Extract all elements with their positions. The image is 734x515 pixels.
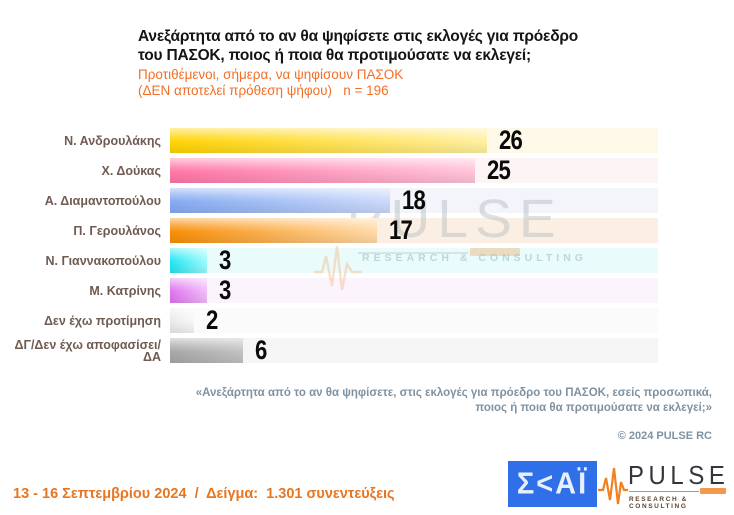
chart-subtitle: Προτιθέμενοι, σήμερα, να ψηφίσουν ΠΑΣΟΚ …	[138, 67, 403, 99]
bar-track: 26	[170, 125, 658, 155]
bar-track: 3	[170, 245, 658, 275]
chart-subtitle-line2: (ΔΕΝ αποτελεί πρόθεση ψήφου) n = 196	[138, 83, 389, 98]
pulse-logo: PULSE RESEARCH & CONSULTING	[598, 458, 732, 514]
bar-track: 17	[170, 215, 658, 245]
bar-track: 6	[170, 335, 658, 365]
bar	[170, 128, 487, 153]
bar-row: Μ. Κατρίνης 3	[0, 275, 670, 305]
category-label: Ν. Γιαννακοπούλου	[45, 253, 161, 268]
bar-row: Ν. Γιαννακοπούλου 3	[0, 245, 670, 275]
bar-row: Ν. Ανδρουλάκης 26	[0, 125, 670, 155]
chart-title: Ανεξάρτητα από το αν θα ψηφίσετε στις εκ…	[138, 27, 578, 65]
bar-track: 3	[170, 275, 658, 305]
pulse-logo-accent	[700, 488, 726, 494]
skai-logo-text: Σ<ΑΪ	[516, 466, 589, 501]
bar-row: Α. Διαμαντοπούλου 18	[0, 185, 670, 215]
category-label: Δεν έχω προτίμηση	[43, 313, 161, 328]
bar	[170, 338, 243, 363]
bar	[170, 278, 207, 303]
category-label: Ν. Ανδρουλάκης	[64, 133, 161, 148]
value-label: 26	[499, 125, 523, 155]
value-label: 25	[487, 155, 511, 185]
pulse-logo-line	[629, 491, 699, 492]
bar-row: Χ. Δούκας 25	[0, 155, 670, 185]
copyright-note: © 2024 PULSE RC	[617, 430, 712, 442]
bar	[170, 248, 207, 273]
pulse-logo-text: PULSE	[628, 460, 730, 490]
value-label: 2	[206, 305, 218, 335]
bar	[170, 308, 194, 333]
category-label: ΔΓ/Δεν έχω αποφασίσει/ΔΑ	[14, 337, 161, 364]
category-label: Μ. Κατρίνης	[89, 283, 161, 298]
bar	[170, 158, 475, 183]
bar-track: 18	[170, 185, 658, 215]
survey-info: 13 - 16 Σεπτεμβρίου 2024 / Δείγμα: 1.301…	[13, 486, 395, 502]
category-label: Π. Γερουλάνος	[73, 223, 161, 238]
bar-rows: Ν. Ανδρουλάκης 26 Χ. Δούκας 25 Α. Διαμαντοπο…	[0, 125, 670, 368]
value-label: 3	[219, 245, 231, 275]
skai-logo: Σ<ΑΪ	[508, 461, 597, 507]
bar-track: 25	[170, 155, 658, 185]
pulse-wave-icon	[598, 467, 628, 505]
category-label: Χ. Δούκας	[101, 163, 161, 178]
question-quote-line2: ποιος ή ποια θα προτιμούσατε να εκλεγεί;…	[475, 402, 712, 414]
bar-track: 2	[170, 305, 658, 335]
value-label: 18	[402, 185, 426, 215]
chart-title-line1: Ανεξάρτητα από το αν θα ψηφίσετε στις εκ…	[138, 28, 579, 45]
chart-subtitle-line1: Προτιθέμενοι, σήμερα, να ψηφίσουν ΠΑΣΟΚ	[138, 67, 404, 82]
bar	[170, 188, 390, 213]
bar	[170, 218, 377, 243]
value-label: 6	[255, 335, 267, 365]
bar-row: ΔΓ/Δεν έχω αποφασίσει/ΔΑ 6	[0, 335, 670, 365]
value-label: 17	[389, 215, 413, 245]
question-quote: «Ανεξάρτητα από το αν θα ψηφίσετε, στις …	[196, 386, 712, 416]
pulse-logo-tagline: RESEARCH & CONSULTING	[629, 496, 688, 510]
chart-title-line2: του ΠΑΣΟΚ, ποιος ή ποια θα προτιμούσατε …	[138, 47, 531, 64]
question-quote-line1: «Ανεξάρτητα από το αν θα ψηφίσετε, στις …	[195, 387, 712, 399]
category-label: Α. Διαμαντοπούλου	[44, 193, 161, 208]
value-label: 3	[219, 275, 231, 305]
bar-row: Δεν έχω προτίμηση 2	[0, 305, 670, 335]
bar-row: Π. Γερουλάνος 17	[0, 215, 670, 245]
